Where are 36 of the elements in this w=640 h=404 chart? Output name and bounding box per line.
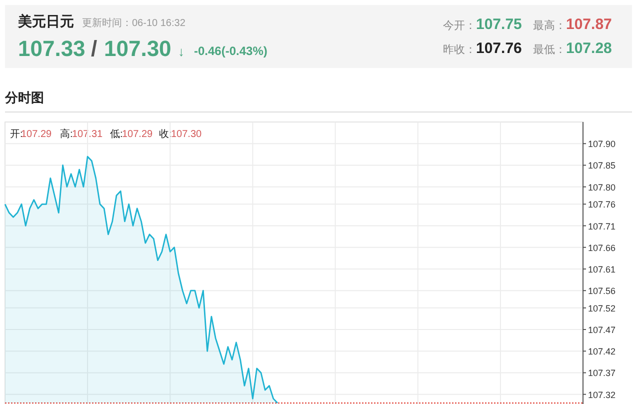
y-tick-label: 107.32 xyxy=(588,390,616,400)
text: 最低： xyxy=(533,44,566,56)
y-tick-label: 107.66 xyxy=(588,242,616,253)
y-tick-label: 107.52 xyxy=(588,303,616,314)
y-tick-label: 107.47 xyxy=(588,325,616,336)
annotation: 高: xyxy=(60,128,73,140)
text: 107.75 xyxy=(476,16,522,33)
text: 107.76 xyxy=(476,40,522,57)
y-tick-label: 107.61 xyxy=(588,264,616,274)
y-tick-label: 107.76 xyxy=(588,200,616,210)
text: 107.28 xyxy=(566,40,612,57)
text: -0.46(-0.43%) xyxy=(194,44,268,58)
y-tick-label: 107.37 xyxy=(588,368,616,378)
annotation: 107.29 xyxy=(21,129,52,140)
text: ↓ xyxy=(178,44,184,59)
text: 107.87 xyxy=(566,16,612,33)
y-tick-label: 107.71 xyxy=(588,221,616,232)
y-tick-label: 107.85 xyxy=(588,160,616,171)
annotation: 107.30 xyxy=(171,129,202,140)
chart-title: 美元日元 xyxy=(17,13,74,29)
text: 今开： xyxy=(443,20,476,32)
text: 107.30 xyxy=(104,36,172,61)
y-tick-label: 107.42 xyxy=(588,346,616,357)
annotation: 107.31 xyxy=(72,129,104,140)
y-tick-label: 107.90 xyxy=(588,139,616,150)
text: 昨收： xyxy=(443,44,476,56)
text: / xyxy=(91,36,98,61)
annotation: 开: xyxy=(10,129,23,140)
annotation: 低: xyxy=(110,129,123,140)
annotation: 107.29 xyxy=(122,129,154,140)
text: 分时图 xyxy=(4,90,44,105)
text: 107.33 xyxy=(18,36,86,61)
y-tick-label: 107.80 xyxy=(588,182,616,192)
text: 最高： xyxy=(533,19,566,32)
y-tick-label: 107.56 xyxy=(588,286,616,296)
chart-subtitle: 更新时间：06-10 16:32 xyxy=(82,17,186,29)
